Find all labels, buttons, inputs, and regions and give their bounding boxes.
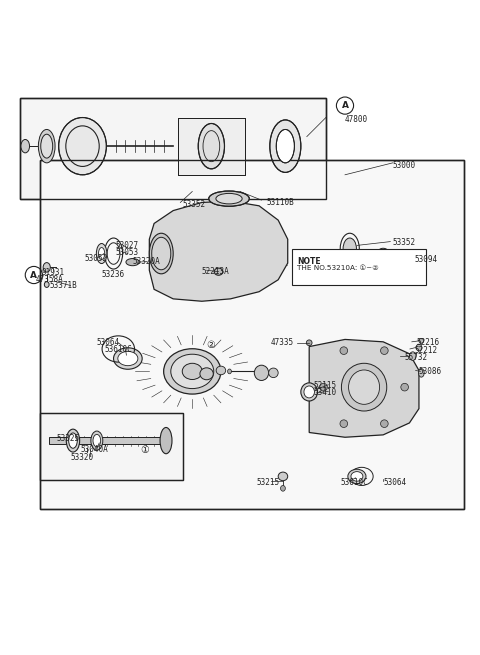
Ellipse shape [96, 244, 107, 263]
Ellipse shape [276, 130, 294, 163]
Text: 52212: 52212 [414, 346, 437, 355]
Ellipse shape [93, 434, 101, 447]
Text: 53610C: 53610C [104, 345, 132, 354]
Ellipse shape [41, 134, 53, 158]
Ellipse shape [98, 248, 105, 259]
Bar [178, 117, 245, 175]
Text: 53086: 53086 [419, 367, 442, 376]
Ellipse shape [304, 386, 314, 398]
Ellipse shape [254, 365, 269, 381]
Ellipse shape [209, 191, 249, 206]
Ellipse shape [21, 140, 30, 153]
Circle shape [340, 420, 348, 428]
Text: 47335: 47335 [271, 338, 294, 347]
Circle shape [381, 346, 388, 354]
Ellipse shape [91, 431, 103, 450]
Text: 52115: 52115 [314, 381, 337, 390]
Ellipse shape [114, 348, 142, 369]
Text: NOTE: NOTE [297, 257, 321, 266]
Text: 53371B: 53371B [49, 281, 77, 290]
Ellipse shape [270, 120, 301, 172]
Ellipse shape [126, 259, 139, 266]
Text: 53352: 53352 [183, 200, 206, 210]
Text: 53320: 53320 [71, 453, 94, 462]
FancyBboxPatch shape [292, 249, 426, 284]
Bar [178, 117, 245, 175]
Ellipse shape [44, 282, 49, 288]
Ellipse shape [281, 485, 285, 491]
Ellipse shape [269, 368, 278, 378]
Text: 53094: 53094 [414, 255, 437, 264]
Text: 53064: 53064 [383, 478, 406, 487]
Polygon shape [149, 201, 288, 301]
Text: 53410: 53410 [314, 388, 337, 397]
Ellipse shape [419, 339, 424, 343]
Text: 47800: 47800 [345, 115, 368, 124]
Ellipse shape [66, 429, 80, 452]
Text: 91931: 91931 [42, 268, 65, 277]
Ellipse shape [228, 369, 231, 374]
Ellipse shape [278, 472, 288, 481]
Polygon shape [39, 413, 183, 480]
Ellipse shape [182, 364, 202, 379]
Ellipse shape [38, 130, 55, 163]
Text: 53320A: 53320A [132, 257, 160, 266]
Ellipse shape [409, 352, 416, 360]
Ellipse shape [152, 237, 171, 270]
Text: ①: ① [140, 445, 149, 455]
Ellipse shape [198, 124, 225, 169]
Circle shape [340, 346, 348, 354]
Ellipse shape [69, 433, 77, 448]
Text: 53215: 53215 [257, 478, 280, 487]
Text: 53352: 53352 [393, 238, 416, 247]
Ellipse shape [214, 268, 223, 275]
Text: 53110B: 53110B [266, 198, 294, 207]
Text: THE NO.53210A: ①~②: THE NO.53210A: ①~② [297, 265, 379, 271]
Polygon shape [49, 438, 168, 445]
Polygon shape [309, 339, 419, 438]
Circle shape [381, 420, 388, 428]
Text: ②: ② [206, 340, 215, 350]
Ellipse shape [118, 351, 138, 365]
Text: 53053: 53053 [116, 248, 139, 257]
Ellipse shape [416, 345, 422, 351]
Text: 55732: 55732 [405, 352, 428, 362]
Ellipse shape [348, 469, 366, 483]
Circle shape [401, 383, 408, 391]
Text: 52216: 52216 [417, 338, 440, 347]
Text: 53064: 53064 [97, 338, 120, 347]
Ellipse shape [375, 248, 392, 269]
Polygon shape [21, 98, 326, 198]
Ellipse shape [351, 472, 363, 481]
Ellipse shape [171, 354, 214, 388]
Text: A: A [341, 101, 348, 110]
Ellipse shape [164, 348, 221, 394]
Ellipse shape [301, 383, 318, 401]
Polygon shape [39, 160, 464, 509]
Ellipse shape [149, 233, 173, 274]
Ellipse shape [343, 238, 357, 259]
Ellipse shape [43, 263, 50, 272]
Ellipse shape [200, 368, 213, 380]
Ellipse shape [341, 364, 387, 411]
Ellipse shape [59, 117, 107, 175]
Text: A: A [30, 271, 37, 280]
Text: 47358A: 47358A [36, 275, 63, 284]
Text: 53610C: 53610C [340, 478, 368, 487]
Text: 52213A: 52213A [202, 267, 229, 276]
Ellipse shape [306, 340, 312, 346]
Ellipse shape [419, 369, 424, 377]
Text: 53040A: 53040A [80, 445, 108, 454]
Text: 53052: 53052 [85, 253, 108, 263]
Ellipse shape [216, 366, 226, 375]
Ellipse shape [160, 428, 172, 454]
Text: 53000: 53000 [393, 160, 416, 170]
Circle shape [320, 383, 327, 391]
Ellipse shape [216, 193, 242, 204]
Ellipse shape [378, 252, 388, 265]
Text: 53325: 53325 [56, 434, 79, 443]
Text: 53027: 53027 [116, 241, 139, 250]
Ellipse shape [348, 370, 380, 404]
Text: 53236: 53236 [102, 270, 125, 278]
